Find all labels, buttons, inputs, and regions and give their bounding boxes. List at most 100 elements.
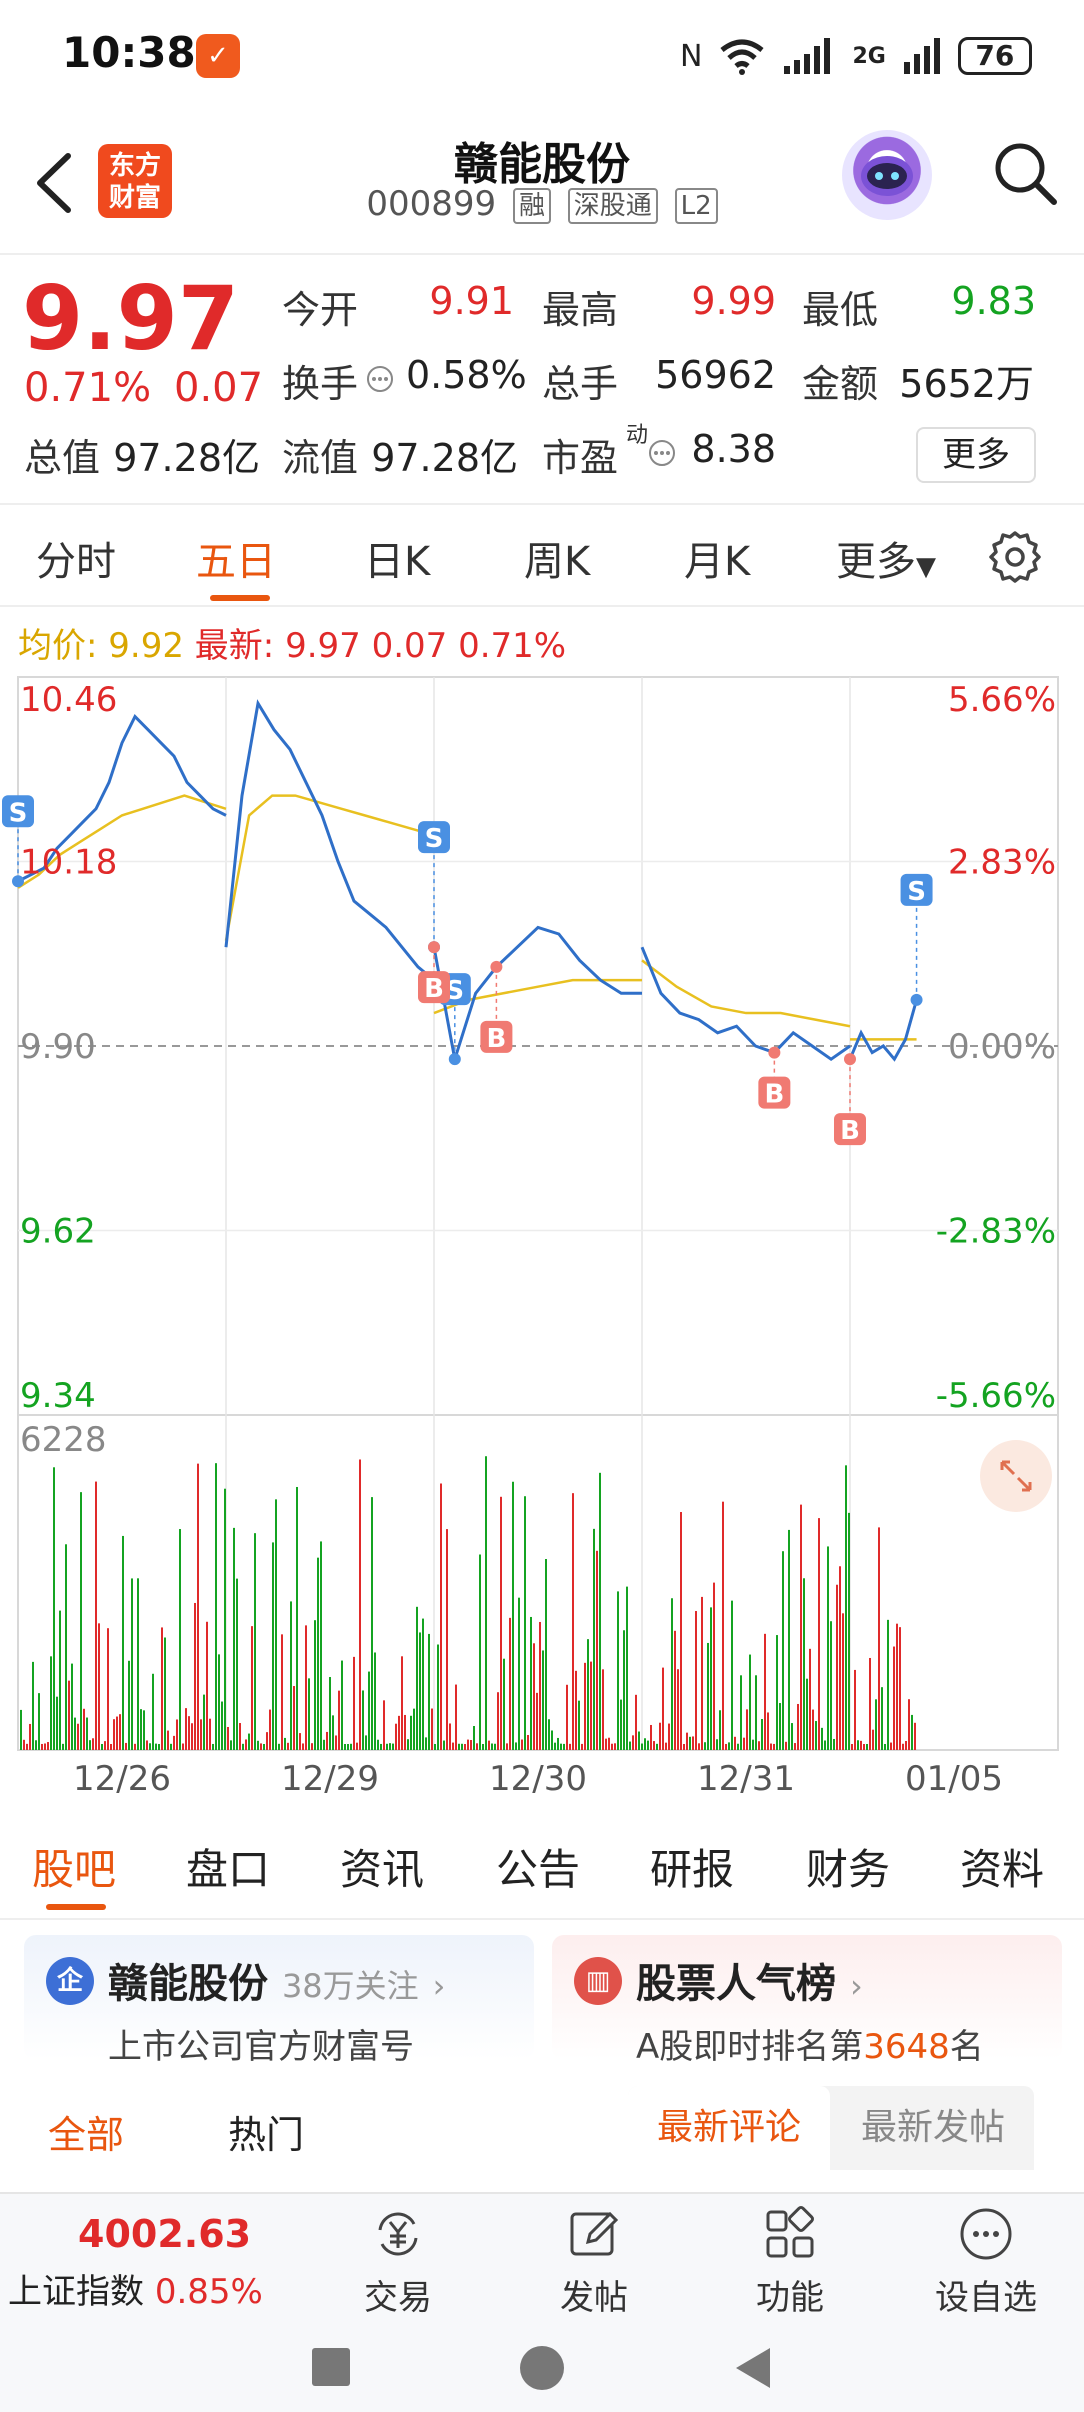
volume-bar: [302, 1743, 304, 1750]
company-subtitle: 上市公司官方财富号: [108, 2027, 414, 2067]
volume-bar: [98, 1623, 100, 1750]
volume-bar: [863, 1743, 865, 1750]
volume-bar: [74, 1717, 76, 1750]
volume-bar: [602, 1669, 604, 1750]
volume-bar: [146, 1740, 148, 1750]
sort-latest-posts[interactable]: 最新发帖: [860, 2107, 1005, 2148]
volume-bar: [740, 1675, 742, 1750]
volume-bar: [53, 1467, 55, 1750]
trade-button[interactable]: 交易: [338, 2206, 458, 2319]
tab-news[interactable]: 资讯: [340, 1845, 425, 1894]
volume-bar: [125, 1742, 127, 1750]
volume-bar: [317, 1557, 319, 1750]
volume-bar: [119, 1714, 121, 1750]
stock-name: 赣能股份: [454, 139, 630, 190]
info-icon[interactable]: [648, 439, 676, 467]
feed-tab-all[interactable]: 全部: [48, 2113, 125, 2157]
price-line: [640, 946, 851, 1062]
status-time: 10:38: [62, 28, 196, 77]
ai-assistant-avatar[interactable]: [842, 130, 932, 220]
eastmoney-logo[interactable]: 东方 财富: [98, 144, 172, 218]
index-change: 0.85%: [154, 2272, 263, 2312]
volume-bar: [533, 1643, 535, 1750]
volume-bar: [812, 1709, 814, 1750]
index-ticker[interactable]: 上证指数 0.85%: [8, 2264, 263, 2313]
volume-bar: [710, 1607, 712, 1750]
volume-bar: [830, 1621, 832, 1750]
sort-latest-comments[interactable]: 最新评论: [628, 2086, 830, 2170]
volume-bar: [275, 1499, 277, 1750]
tab-five-day[interactable]: 五日: [196, 539, 276, 585]
volume-bar: [545, 1559, 547, 1750]
volume-bar: [68, 1680, 70, 1750]
volume-bar: [686, 1732, 688, 1750]
volume-bar: [800, 1504, 802, 1750]
home-button[interactable]: [520, 2346, 564, 2390]
volume-bar: [752, 1739, 754, 1750]
volume-bar: [353, 1656, 355, 1750]
volume-bar: [494, 1743, 496, 1750]
popularity-rank-card[interactable]: ▥ 股票人气榜 › A股即时排名第3648名: [552, 1935, 1062, 2067]
volume-bar: [881, 1687, 883, 1750]
post-button[interactable]: 发帖: [534, 2206, 654, 2319]
chart-settings-button[interactable]: [985, 527, 1045, 587]
rank-number: 3648: [863, 2027, 950, 2067]
volume-bar: [503, 1658, 505, 1750]
info-icon[interactable]: [366, 365, 394, 393]
volume-bar: [626, 1586, 628, 1750]
change-amount: 0.07: [174, 365, 264, 411]
bar-chart-icon: ▥: [574, 1957, 622, 2005]
tab-orderbook[interactable]: 盘口: [186, 1845, 271, 1894]
volume-bar: [470, 1740, 472, 1750]
volume-bar: [161, 1627, 163, 1750]
volume-bar: [473, 1726, 475, 1750]
search-button[interactable]: [990, 138, 1060, 208]
tab-research[interactable]: 研报: [650, 1845, 735, 1894]
index-value[interactable]: 4002.63: [78, 2212, 252, 2256]
volume-bar: [326, 1731, 328, 1750]
back-nav-button[interactable]: [730, 2344, 774, 2392]
tab-announcements[interactable]: 公告: [496, 1845, 581, 1894]
volume-bar: [680, 1512, 682, 1750]
volume-bar: [188, 1716, 190, 1750]
recent-apps-button[interactable]: [312, 2348, 350, 2386]
volume-bar: [809, 1648, 811, 1750]
signal-badge: [418, 971, 450, 1004]
volume-bar: [464, 1744, 466, 1750]
volume-bar: [611, 1743, 613, 1750]
more-quote-button[interactable]: 更多: [916, 427, 1036, 483]
volume-bar: [653, 1741, 655, 1750]
volume-bar: [365, 1735, 367, 1750]
tab-intraday[interactable]: 分时: [36, 539, 116, 585]
turnover-value: 0.58%: [406, 353, 527, 397]
signal-letter: S: [425, 824, 444, 854]
pe-label: 市盈: [542, 436, 619, 480]
rank-suffix: 名: [949, 2027, 984, 2067]
tab-forum[interactable]: 股吧: [32, 1845, 117, 1894]
enterprise-icon: 企: [46, 1957, 94, 2005]
volume-bar: [266, 1732, 268, 1750]
company-account-card[interactable]: 企 赣能股份 38万关注 › 上市公司官方财富号: [24, 1935, 534, 2067]
volume-bar: [389, 1743, 391, 1750]
tab-profile[interactable]: 资料: [960, 1845, 1045, 1894]
functions-button[interactable]: 功能: [730, 2206, 850, 2319]
tab-monthly-k[interactable]: 月K: [684, 539, 751, 585]
feed-tab-hot[interactable]: 热门: [228, 2113, 305, 2157]
add-watchlist-button[interactable]: 设自选: [926, 2206, 1046, 2319]
tab-more[interactable]: 更多▼: [836, 529, 936, 587]
pe-dynamic-sup: 动: [626, 423, 649, 448]
tab-daily-k[interactable]: 日K: [364, 539, 431, 585]
latest-label: 最新:: [194, 626, 275, 666]
tab-financials[interactable]: 财务: [806, 1845, 891, 1894]
fullscreen-button[interactable]: [980, 1440, 1052, 1512]
volume-bar: [845, 1465, 847, 1750]
back-button[interactable]: [30, 148, 80, 218]
volume-bar: [443, 1740, 445, 1750]
volume-bar: [281, 1634, 283, 1750]
signal-badge: [900, 873, 933, 906]
volume-bar: [548, 1719, 550, 1750]
yuan-icon: [378, 2212, 418, 2256]
tab-weekly-k[interactable]: 周K: [524, 539, 591, 585]
volume-bar: [770, 1743, 772, 1750]
